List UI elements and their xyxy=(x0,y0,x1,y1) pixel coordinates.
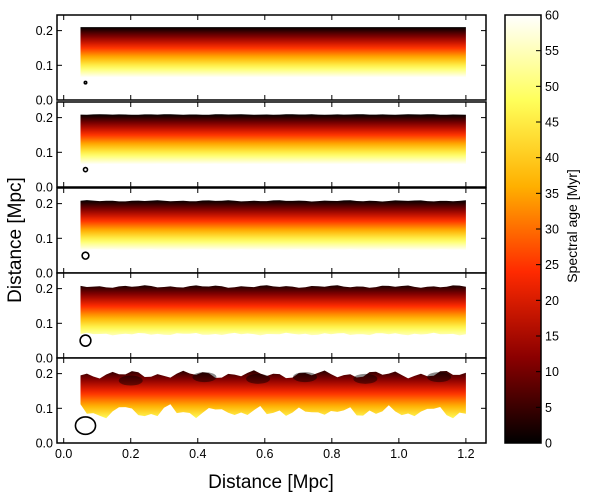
dark-patch xyxy=(293,372,318,383)
y-tick-label: 0.0 xyxy=(36,437,53,451)
y-tick-label: 0.1 xyxy=(36,402,53,416)
colorbar-tick-label: 15 xyxy=(545,330,559,344)
y-tick-label: 0.1 xyxy=(36,146,53,160)
beam-ellipse xyxy=(81,251,90,260)
panel-frame xyxy=(56,357,487,444)
dark-patch xyxy=(353,373,378,384)
beam-ellipse xyxy=(83,80,88,85)
colorbar-tick-label: 50 xyxy=(545,80,559,94)
colorbar-tick-label: 25 xyxy=(545,258,559,272)
panel-frame xyxy=(56,101,487,188)
colorbar-tick-label: 10 xyxy=(545,365,559,379)
x-axis-label: Distance [Mpc] xyxy=(208,472,334,493)
colorbar-tick-label: 30 xyxy=(545,223,559,237)
x-tick-label: 0.4 xyxy=(189,447,206,461)
x-tick-label: 0.0 xyxy=(55,447,72,461)
x-tick-label: 1.2 xyxy=(457,447,474,461)
y-tick-label: 0.0 xyxy=(36,352,53,366)
colorbar-tick-label: 5 xyxy=(545,401,552,415)
panel-1: 0.0 0.1 0.2 xyxy=(36,14,487,108)
panels-group: 0.00.10.20.00.10.20.00.10.20.00.10.20.00… xyxy=(36,14,487,451)
beam-ellipse xyxy=(74,416,97,436)
panel-frame xyxy=(56,14,487,101)
x-tick-label: 1.0 xyxy=(390,447,407,461)
colorbar-tick-label: 60 xyxy=(545,9,559,23)
y-tick-label: 0.1 xyxy=(36,59,53,73)
beam-ellipse xyxy=(79,334,92,348)
source-region xyxy=(80,285,466,336)
colorbar-tick-label: 40 xyxy=(545,151,559,165)
panel-3: 0.0 0.1 0.2 xyxy=(36,187,487,281)
panel-5: 0.0 0.1 0.2 xyxy=(36,357,487,451)
y-tick-label: 0.0 xyxy=(36,94,53,108)
x-axis: 0.0 0.2 0.4 0.6 0.8 1.0 1.2 xyxy=(55,447,475,461)
y-tick-label: 0.0 xyxy=(36,267,53,281)
y-tick-label: 0.1 xyxy=(36,317,53,331)
panel-2: 0.0 0.1 0.2 xyxy=(36,101,487,195)
panel-4: 0.0 0.1 0.2 xyxy=(36,272,487,366)
dark-patch xyxy=(118,375,143,386)
y-tick-label: 0.2 xyxy=(36,111,53,125)
beam-ellipse xyxy=(82,166,89,173)
x-tick-label: 0.6 xyxy=(256,447,273,461)
colorbar-label: Spectral age [Myr] xyxy=(564,169,580,283)
y-tick-label: 0.2 xyxy=(36,367,53,381)
dark-patch xyxy=(246,373,271,384)
y-axis-label: Distance [Mpc] xyxy=(5,177,26,303)
source-region xyxy=(80,370,466,419)
source-region xyxy=(80,27,466,78)
colorbar-tick-label: 20 xyxy=(545,294,559,308)
colorbar-tick-label: 45 xyxy=(545,116,559,130)
y-tick-label: 0.1 xyxy=(36,232,53,246)
x-tick-label: 0.8 xyxy=(323,447,340,461)
y-tick-label: 0.2 xyxy=(36,197,53,211)
y-tick-label: 0.2 xyxy=(36,24,53,38)
colorbar-tick-label: 35 xyxy=(545,187,559,201)
source-region xyxy=(80,114,466,165)
y-tick-label: 0.0 xyxy=(36,181,53,195)
colorbar-tick-label: 0 xyxy=(545,437,552,451)
source-region xyxy=(80,200,466,251)
colorbar: 0 5 10 15 20 25 30 35 40 45 50 55 60 xyxy=(504,9,559,451)
x-tick-label: 0.2 xyxy=(122,447,139,461)
colorbar-tick-label: 55 xyxy=(545,44,559,58)
y-tick-label: 0.2 xyxy=(36,282,53,296)
colorbar-gradient xyxy=(504,14,542,444)
dark-patch xyxy=(427,372,452,383)
dark-patch xyxy=(192,372,217,383)
